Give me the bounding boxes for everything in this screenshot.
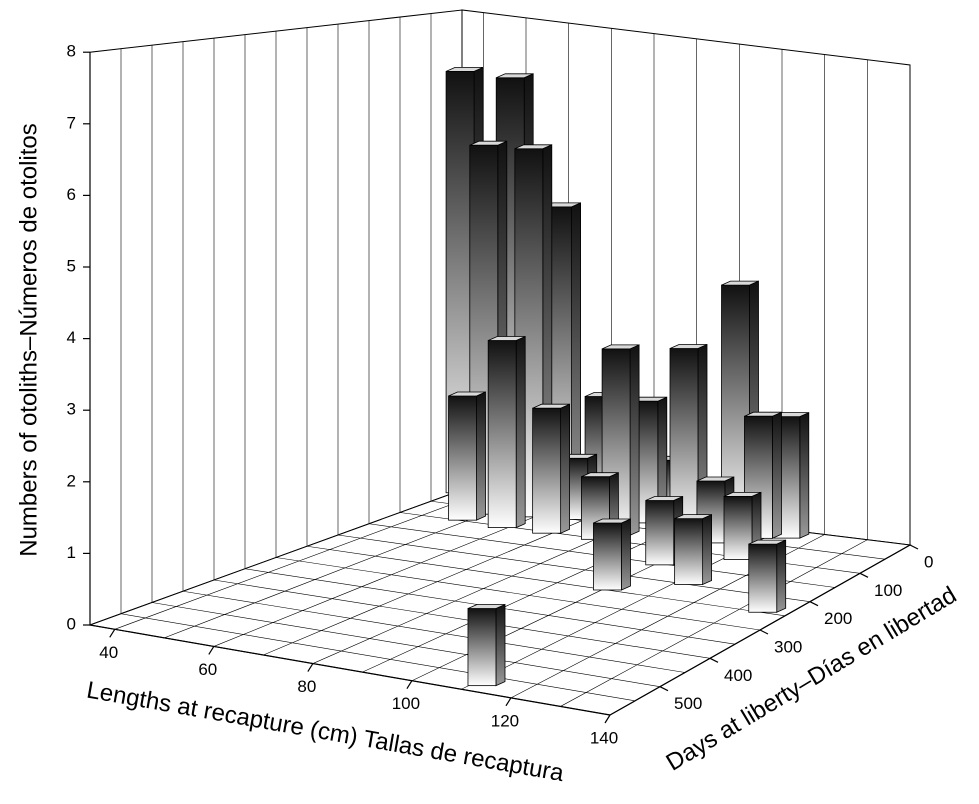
- bar-top: [488, 336, 526, 341]
- z-tick-label: 7: [67, 113, 76, 132]
- bar: [532, 403, 570, 534]
- y-tick-label: 100: [874, 581, 902, 600]
- y-tick-label: 0: [924, 552, 933, 571]
- bar-front: [532, 407, 562, 534]
- y-tick: [709, 657, 719, 663]
- floor-grid-line: [120, 613, 636, 702]
- x-tick: [505, 697, 512, 707]
- bar-top: [448, 391, 486, 397]
- floor-grid-line: [182, 590, 686, 673]
- bar-front: [723, 495, 753, 560]
- bar-top: [496, 73, 534, 79]
- x-axis: [89, 624, 611, 716]
- bar-side: [476, 391, 486, 521]
- x-tick: [109, 628, 116, 638]
- bar-side: [621, 518, 631, 591]
- bar-top: [744, 411, 782, 417]
- x-tick: [307, 663, 314, 672]
- y-tick-label: 500: [674, 694, 702, 713]
- y-tick: [809, 601, 819, 607]
- bar: [674, 513, 712, 586]
- bar-side: [515, 335, 526, 529]
- bar: [487, 335, 526, 529]
- bar-side: [772, 411, 782, 539]
- z-tick-label: 0: [67, 614, 76, 633]
- bar-top: [467, 604, 506, 609]
- bar-side: [702, 513, 712, 586]
- bar-front: [645, 500, 675, 566]
- bar-side: [495, 603, 506, 687]
- x-tick: [208, 646, 215, 655]
- bar-top: [601, 344, 640, 350]
- bar-front: [448, 395, 477, 521]
- z-tick-label: 8: [67, 42, 76, 61]
- z-tick-label: 4: [67, 328, 76, 347]
- bar-front: [467, 608, 497, 687]
- z-tick-label: 1: [67, 543, 76, 562]
- bar-top: [532, 403, 570, 409]
- bar-top: [593, 518, 631, 524]
- z-tick-label: 5: [67, 256, 76, 275]
- x-tick-label: 60: [198, 660, 217, 679]
- floor-grid-line: [275, 557, 761, 631]
- x-tick-label: 40: [99, 643, 118, 662]
- x-tick-label: 120: [491, 711, 519, 730]
- y-tick: [759, 629, 769, 635]
- bars: [445, 66, 810, 687]
- y-tick: [659, 686, 669, 692]
- bar-side: [629, 344, 640, 536]
- bar-top: [696, 476, 735, 482]
- y-tick: [909, 544, 919, 550]
- floor-grid-line: [306, 545, 786, 617]
- bar: [448, 391, 486, 521]
- x-tick: [406, 680, 413, 690]
- bar-top: [581, 472, 619, 478]
- bar: [748, 539, 787, 613]
- bar-top: [514, 144, 552, 150]
- bar-top: [445, 67, 484, 72]
- bar-side: [776, 539, 787, 613]
- bar-top: [469, 140, 507, 146]
- bar: [467, 603, 506, 687]
- bar-top: [748, 539, 786, 545]
- y-tick: [859, 572, 869, 578]
- bar-side: [560, 403, 570, 534]
- x-tick-label: 100: [392, 694, 420, 713]
- x-tick-label: 140: [590, 728, 618, 747]
- bar-top: [645, 496, 683, 501]
- bar-side: [799, 411, 810, 539]
- bar-top: [669, 344, 708, 349]
- z-tick-label: 6: [67, 185, 76, 204]
- y-tick-label: 400: [724, 666, 752, 685]
- x-tick: [604, 714, 611, 724]
- z-axis-title: Numbers of otoliths–Números de otolitos: [15, 123, 42, 557]
- bar-front: [748, 543, 778, 613]
- bar-top: [723, 491, 762, 497]
- bar-top: [721, 280, 759, 286]
- bar-front: [674, 518, 704, 585]
- floor-grid-line: [213, 579, 711, 659]
- bar-top: [674, 514, 712, 519]
- floor-grid-line: [151, 602, 661, 687]
- z-tick-label: 3: [67, 400, 76, 419]
- bar-front: [487, 340, 517, 528]
- y-tick-label: 300: [774, 637, 802, 656]
- y-tick-label: 200: [824, 609, 852, 628]
- bar-front: [593, 522, 622, 591]
- x-tick-label: 80: [297, 677, 316, 696]
- bar: [593, 518, 631, 591]
- z-tick-label: 2: [67, 471, 76, 490]
- floor-grid-line: [337, 534, 811, 602]
